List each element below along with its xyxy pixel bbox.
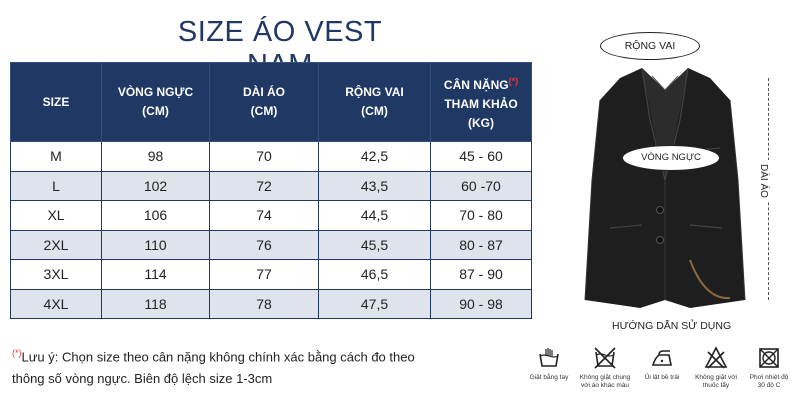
weight-cell: 70 - 80 bbox=[430, 200, 532, 231]
shoulder-cell: 46,5 bbox=[318, 259, 431, 290]
shoulder-cell: 44,5 bbox=[318, 200, 431, 231]
table-header-row: SIZE VÒNG NGỰC (CM) DÀI ÁO (CM) RỘNG VAI (C… bbox=[10, 62, 532, 142]
header-chest: VÒNG NGỰC (CM) bbox=[101, 62, 210, 142]
care-item-no-bleach: Không giặt với thuốc tẩy bbox=[687, 346, 745, 390]
size-cell: 2XL bbox=[10, 229, 102, 260]
length-cell: 74 bbox=[209, 200, 319, 231]
note-star: (*) bbox=[12, 348, 22, 358]
shoulder-label: RỘNG VAI bbox=[600, 32, 700, 60]
weight-cell: 60 -70 bbox=[430, 170, 532, 201]
weight-cell: 45 - 60 bbox=[430, 141, 532, 172]
shade-dry-icon bbox=[759, 348, 779, 368]
shoulder-cell: 45,5 bbox=[318, 229, 431, 260]
jacket-diagram: RỘNG VAI VÒNG NGỰC DÀI ÁO bbox=[560, 0, 801, 330]
size-cell: XL bbox=[10, 200, 102, 231]
length-cell: 78 bbox=[209, 288, 319, 319]
do-not-wash-together-icon bbox=[594, 347, 616, 369]
shoulder-cell: 47,5 bbox=[318, 288, 431, 319]
iron-inside-out-icon bbox=[651, 350, 672, 366]
weight-cell: 90 - 98 bbox=[430, 288, 532, 319]
size-cell: 4XL bbox=[10, 288, 102, 319]
table-row: L 102 72 43,5 60 -70 bbox=[10, 170, 532, 201]
chest-label: VÒNG NGỰC bbox=[622, 145, 720, 171]
weight-cell: 87 - 90 bbox=[430, 259, 532, 290]
size-cell: M bbox=[10, 141, 102, 172]
length-cell: 70 bbox=[209, 141, 319, 172]
chest-cell: 110 bbox=[101, 229, 210, 260]
length-label: DÀI ÁO bbox=[758, 160, 769, 202]
header-shoulder: RỘNG VAI (CM) bbox=[318, 62, 431, 142]
care-item-separate-wash: Không giặt chung với áo khác màu bbox=[576, 346, 634, 390]
jacket-illustration bbox=[584, 67, 746, 308]
chest-cell: 102 bbox=[101, 170, 210, 201]
weight-cell: 80 - 87 bbox=[430, 229, 532, 260]
table-row: XL 106 74 44,5 70 - 80 bbox=[10, 200, 532, 231]
care-item-iron: Ủi lật bề trái bbox=[633, 346, 691, 382]
size-cell: 3XL bbox=[10, 259, 102, 290]
note-line-1: Lưu ý: Chọn size theo cân nặng không chí… bbox=[21, 349, 415, 365]
table-row: 4XL 118 78 47,5 90 - 98 bbox=[10, 288, 532, 319]
header-weight: CÂN NẶNG(*) THAM KHẢO (KG) bbox=[430, 62, 532, 142]
table-row: 2XL 110 76 45,5 80 - 87 bbox=[10, 229, 532, 260]
chest-cell: 118 bbox=[101, 288, 210, 319]
hand-wash-icon bbox=[539, 348, 559, 367]
care-item-dry: Phơi nhiệt độ 30 độ C bbox=[740, 346, 798, 390]
chest-cell: 114 bbox=[101, 259, 210, 290]
table-row: 3XL 114 77 46,5 87 - 90 bbox=[10, 259, 532, 290]
length-cell: 76 bbox=[209, 229, 319, 260]
chest-cell: 98 bbox=[101, 141, 210, 172]
length-cell: 77 bbox=[209, 259, 319, 290]
no-bleach-icon bbox=[704, 346, 728, 369]
care-item-hand-wash: Giặt bằng tay bbox=[520, 346, 578, 382]
header-size: SIZE bbox=[10, 62, 102, 142]
length-cell: 72 bbox=[209, 170, 319, 201]
shoulder-cell: 43,5 bbox=[318, 170, 431, 201]
care-guide-title: HƯỚNG DẪN SỬ DỤNG bbox=[612, 320, 732, 332]
chest-cell: 106 bbox=[101, 200, 210, 231]
header-length: DÀI ÁO (CM) bbox=[209, 62, 319, 142]
note-line-2: thông số vòng ngực. Biên độ lệch size 1-… bbox=[12, 371, 273, 387]
shoulder-cell: 42,5 bbox=[318, 141, 431, 172]
size-note: (*)Lưu ý: Chọn size theo cân nặng không … bbox=[12, 342, 502, 390]
size-table: SIZE VÒNG NGỰC (CM) DÀI ÁO (CM) RỘNG VAI (C… bbox=[10, 62, 532, 319]
table-row: M 98 70 42,5 45 - 60 bbox=[10, 141, 532, 172]
size-cell: L bbox=[10, 170, 102, 201]
